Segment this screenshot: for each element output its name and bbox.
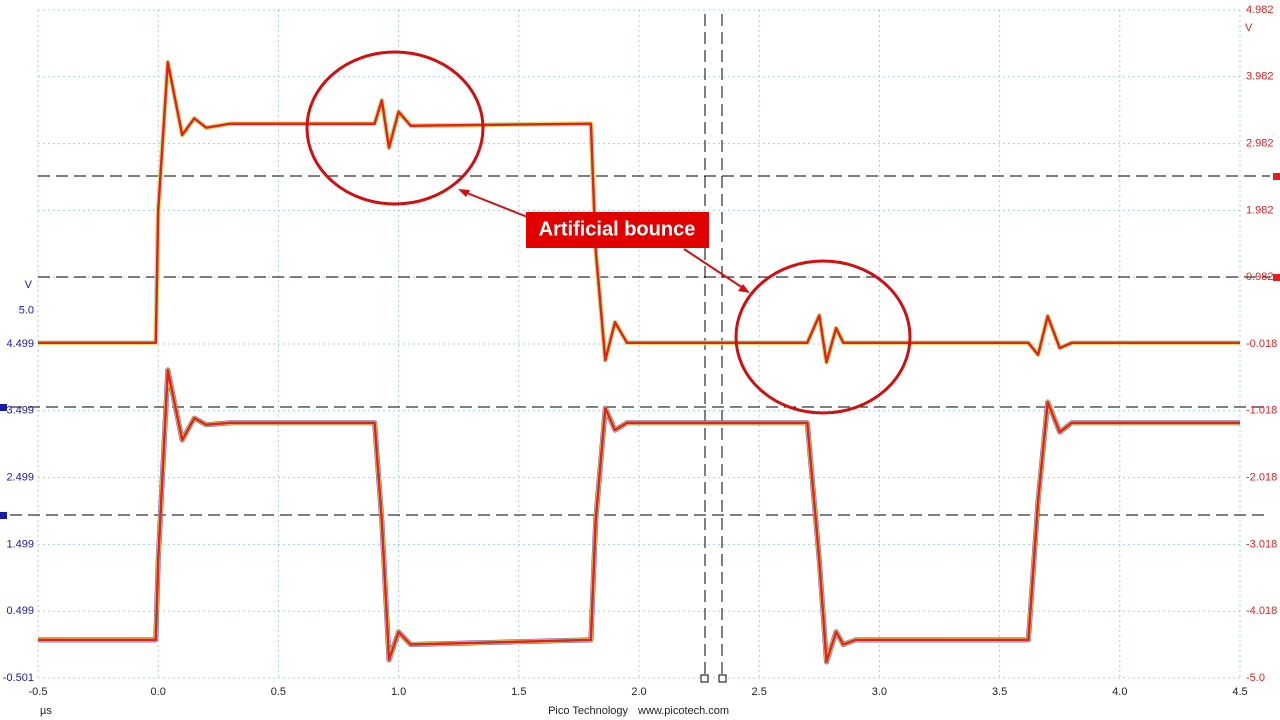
x-tick-label: 2.0 xyxy=(631,686,646,698)
y-tick-label: 0.499 xyxy=(6,605,34,617)
annotation-text: Artificial bounce xyxy=(539,218,696,240)
highlight-circle xyxy=(734,259,912,415)
x-tick-label: -0.5 xyxy=(29,686,48,698)
traces xyxy=(38,59,1240,665)
cursor-handle[interactable] xyxy=(1273,173,1280,180)
y2-tick-label: -2.018 xyxy=(1246,472,1277,484)
y2-tick-label: 0.982 xyxy=(1246,271,1274,283)
x-tick-label: 3.5 xyxy=(992,686,1007,698)
cursor-handle[interactable] xyxy=(1273,274,1280,281)
x-tick-label: 3.0 xyxy=(872,686,887,698)
footer-url: www.picotech.com xyxy=(637,705,729,717)
arrow xyxy=(461,190,531,219)
x-tick-label: 0.0 xyxy=(151,686,166,698)
cursor-handle[interactable] xyxy=(0,404,7,411)
annotations: Artificial bounce xyxy=(305,50,912,415)
x-tick-label: 4.5 xyxy=(1232,686,1247,698)
cursor-handle[interactable] xyxy=(0,512,7,519)
highlight-circle xyxy=(305,50,485,206)
x-tick-label: 0.5 xyxy=(271,686,286,698)
y-tick-label: 1.499 xyxy=(6,538,34,550)
x-tick-label: 1.0 xyxy=(391,686,406,698)
y-tick-label: 4.499 xyxy=(6,338,34,350)
x-tick-label: 2.5 xyxy=(752,686,767,698)
y-tick-label: -0.501 xyxy=(3,672,34,684)
cursor-handle[interactable] xyxy=(700,674,709,683)
y-tick-label: 5.0 xyxy=(19,304,34,316)
y2-tick-label: 2.982 xyxy=(1246,138,1274,150)
y2-tick-label: -3.018 xyxy=(1246,538,1277,550)
y2-tick-label: -4.018 xyxy=(1246,605,1277,617)
arrow-head xyxy=(738,284,750,293)
trace xyxy=(38,368,1240,664)
x-tick-label: 4.0 xyxy=(1112,686,1127,698)
y-tick-label: 3.499 xyxy=(6,405,34,417)
arrow xyxy=(683,248,747,291)
footer-brand: Pico Technology xyxy=(548,705,628,717)
y-axis-unit: V xyxy=(25,279,33,291)
annotation-box xyxy=(526,212,709,248)
x-axis-unit: µs xyxy=(40,705,52,717)
cursor-handle[interactable] xyxy=(718,674,727,683)
y2-tick-label: 1.982 xyxy=(1246,204,1274,216)
y2-axis-unit: V xyxy=(1245,22,1253,34)
cursors xyxy=(0,14,1280,683)
x-tick-label: 1.5 xyxy=(511,686,526,698)
arrow-head xyxy=(458,189,470,197)
y-tick-label: 2.499 xyxy=(6,472,34,484)
y2-tick-label: -0.018 xyxy=(1246,338,1277,350)
y2-tick-label: 3.982 xyxy=(1246,71,1274,83)
trace xyxy=(38,60,1240,364)
y2-tick-label: 4.982 xyxy=(1246,4,1274,16)
y2-tick-label: -1.018 xyxy=(1246,405,1277,417)
y2-tick-label: -5.0 xyxy=(1246,672,1265,684)
